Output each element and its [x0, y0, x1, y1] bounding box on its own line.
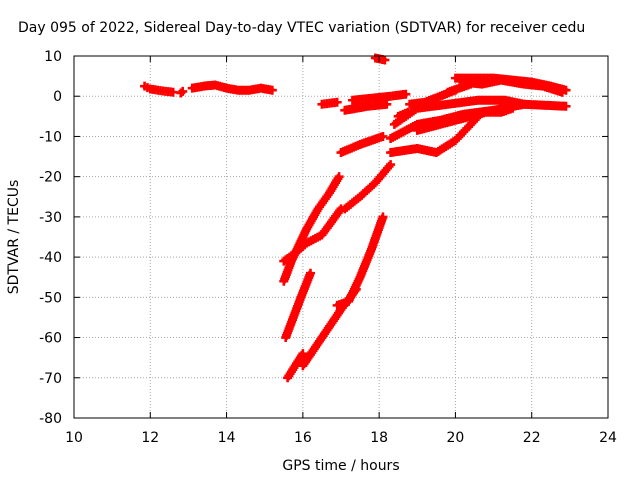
series-trace-13	[340, 99, 392, 115]
data-point	[267, 85, 277, 95]
series-trace-11	[336, 131, 388, 158]
x-tick-label: 16	[294, 430, 312, 446]
data-point	[561, 101, 571, 111]
data-point	[401, 89, 411, 99]
data-point	[334, 172, 344, 182]
y-tick-label: -40	[39, 250, 62, 266]
series-trace-16	[386, 111, 483, 158]
series-trace-14	[347, 89, 411, 105]
data-point	[466, 79, 476, 89]
series-trace-15	[370, 53, 390, 65]
plot-frame	[73, 55, 609, 419]
x-tick-label: 22	[523, 430, 541, 446]
series-trace-12	[317, 97, 342, 109]
y-tick-label: -30	[39, 210, 62, 226]
x-axis-title: GPS time / hours	[282, 458, 399, 474]
x-tick-label: 14	[218, 430, 236, 446]
data-point	[386, 160, 396, 170]
series-trace-3	[187, 80, 277, 95]
series-trace-1	[140, 81, 178, 97]
data-point	[305, 268, 315, 278]
series-trace-2	[176, 86, 188, 98]
data-point	[298, 349, 308, 359]
series-trace-10	[340, 160, 396, 214]
y-tick-label: 0	[53, 89, 62, 105]
series-trace-7	[283, 349, 308, 383]
data-point	[382, 99, 392, 109]
axis-ticks: 10 12 14 16 18 20 22 24 10 0 -10 -20 -30 -40 -50 -60 -70…	[39, 49, 617, 446]
data-point	[378, 212, 388, 222]
y-tick-label: -10	[39, 129, 62, 145]
y-tick-label: -60	[39, 331, 62, 347]
y-axis-title: SDTVAR / TECUs	[6, 180, 22, 295]
series-trace-5	[279, 172, 344, 286]
data-point	[557, 87, 567, 97]
chart-title: Day 095 of 2022, Sidereal Day-to-day VTE…	[18, 20, 586, 36]
series-trace-19	[386, 99, 571, 143]
x-tick-label: 12	[141, 430, 159, 446]
x-tick-label: 10	[65, 430, 83, 446]
data-point	[380, 55, 390, 65]
y-tick-label: -70	[39, 371, 62, 387]
data-point	[332, 97, 342, 107]
data-points	[140, 53, 571, 383]
x-tick-label: 24	[599, 430, 617, 446]
y-tick-label: -50	[39, 290, 62, 306]
series-trace-24	[443, 79, 476, 97]
series-trace-9	[332, 212, 388, 310]
series-trace-21	[393, 107, 413, 121]
data-point	[403, 107, 413, 117]
data-point	[178, 86, 188, 96]
x-tick-label: 20	[447, 430, 465, 446]
x-tick-label: 18	[370, 430, 388, 446]
y-tick-label: -20	[39, 170, 62, 186]
data-point	[168, 87, 178, 97]
data-point	[378, 131, 388, 141]
series-trace-6	[281, 268, 315, 343]
y-tick-label: 10	[44, 49, 62, 65]
y-tick-label: -80	[39, 411, 62, 427]
